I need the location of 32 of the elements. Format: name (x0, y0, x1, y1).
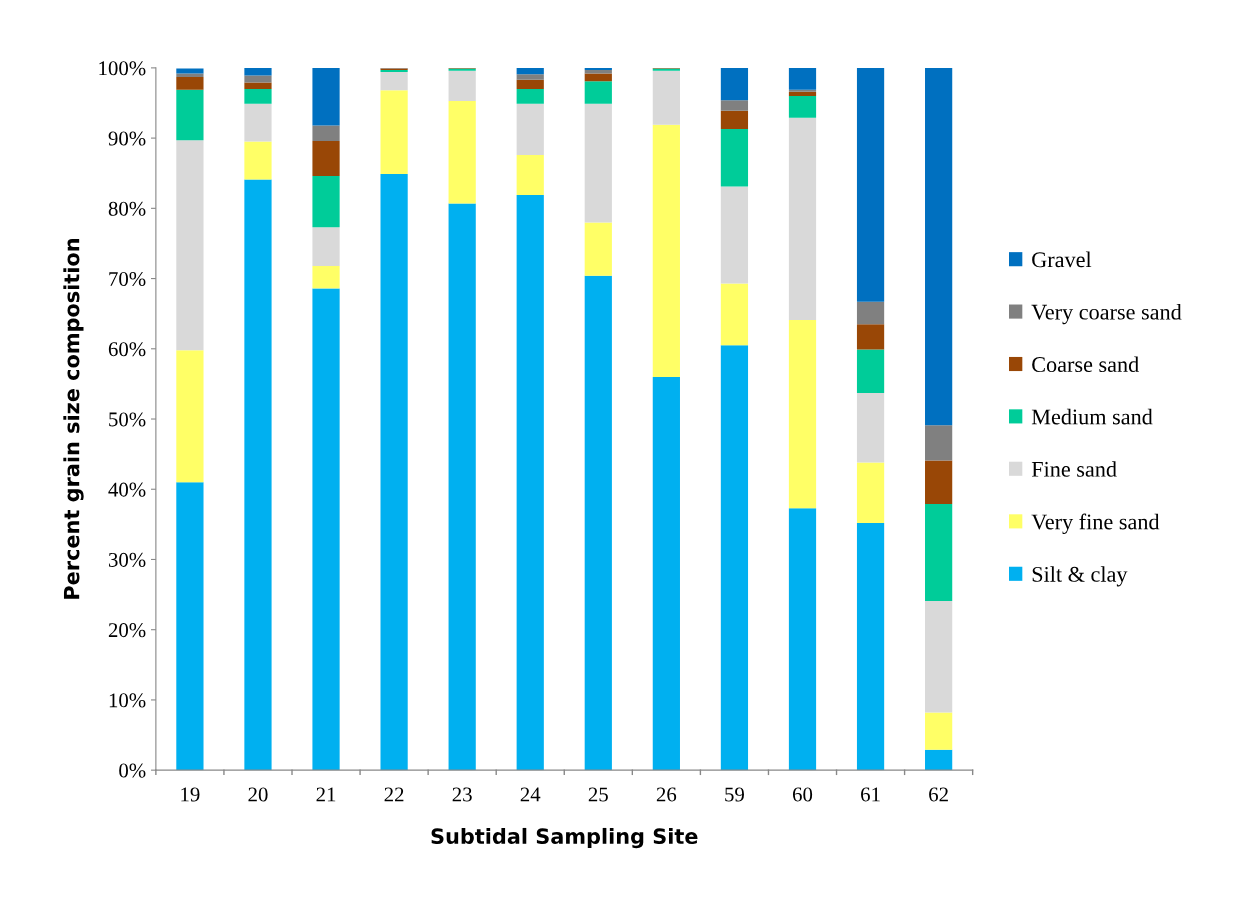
y-axis-title: Percent grain size composition (63, 239, 84, 599)
x-axis-title: Subtidal Sampling Site (431, 827, 698, 849)
y-tick-label: 40% (108, 482, 146, 497)
y-tick-label: 70% (109, 271, 146, 287)
x-tick-label: 23 (452, 787, 472, 802)
x-tick-label: 20 (248, 787, 268, 802)
y-tick-label: 100% (99, 61, 146, 76)
legend-label: Coarse sand (1032, 356, 1139, 373)
x-tick-label: 21 (316, 787, 336, 802)
legend-label: Very coarse sand (1031, 303, 1182, 325)
y-tick-label: 10% (109, 693, 146, 708)
x-tick-label: 62 (929, 787, 948, 802)
legend-label: Very fine sand (1031, 513, 1160, 534)
x-tick-label: 22 (384, 787, 404, 802)
x-tick-label: 61 (861, 787, 880, 802)
x-tick-label: 59 (725, 787, 744, 802)
y-tick-label: 20% (108, 623, 146, 638)
legend-label: Gravel (1032, 251, 1092, 268)
legend-label: Fine sand (1031, 461, 1117, 477)
legend-label: Medium sand (1031, 408, 1153, 425)
y-tick-label: 60% (108, 342, 146, 357)
y-tick-label: 80% (108, 201, 146, 216)
x-tick-label: 25 (588, 787, 608, 802)
x-tick-label: 26 (656, 787, 677, 802)
x-tick-label: 24 (520, 787, 541, 802)
x-tick-label: 19 (181, 787, 200, 802)
legend-label: Silt & clay (1032, 566, 1128, 587)
y-tick-label: 0% (119, 763, 146, 778)
x-tick-label: 60 (792, 787, 813, 802)
y-tick-label: 50% (109, 412, 146, 427)
y-tick-label: 30% (108, 552, 146, 567)
y-tick-label: 90% (108, 131, 146, 146)
